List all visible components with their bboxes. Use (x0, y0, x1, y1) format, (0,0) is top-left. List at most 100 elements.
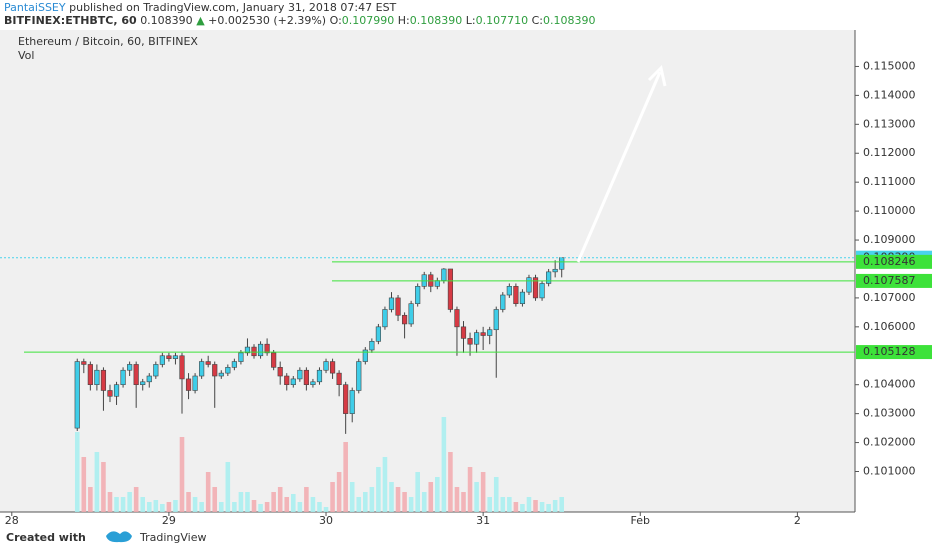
candle-body (225, 367, 231, 374)
candle-body (212, 364, 218, 377)
volume-bar (421, 492, 427, 512)
candle-body (415, 286, 421, 304)
volume-bar (81, 457, 87, 512)
candle-body (552, 268, 558, 273)
o-label: O: (330, 14, 342, 27)
volume-bar (218, 502, 224, 512)
volume-bar (251, 500, 257, 512)
candle-body (447, 268, 454, 310)
volume-bar (146, 502, 152, 512)
level-box (856, 273, 932, 288)
candle-body (238, 352, 244, 362)
volume-bar (271, 492, 276, 512)
candle-body (159, 355, 165, 365)
candle-body (153, 364, 159, 377)
candle-body (343, 384, 349, 414)
volume-bar (160, 504, 165, 512)
candle-body (500, 294, 506, 310)
candle-body (140, 381, 146, 386)
y-tick-label: 0.113000 (863, 117, 916, 130)
candle-body (120, 369, 126, 386)
volume-bar (317, 502, 322, 512)
volume-bar (513, 502, 519, 512)
candle-body (454, 309, 460, 328)
candle-body (467, 338, 473, 345)
candle-body (316, 369, 323, 383)
volume-bar (441, 417, 447, 512)
header-line-1: PantaiSSEY published on TradingView.com,… (4, 1, 397, 14)
h-label: H: (398, 14, 410, 27)
candle-body (172, 355, 179, 359)
x-tick-label: 28 (5, 514, 19, 527)
candle-body (388, 297, 395, 310)
open: 0.107990 (342, 14, 395, 27)
candle-body (546, 271, 552, 284)
candle-body (127, 364, 133, 371)
volume-bar (546, 504, 551, 512)
volume-bar (520, 504, 525, 512)
candle-body (284, 375, 290, 386)
volume-bar (389, 482, 394, 512)
volume-bar (127, 492, 132, 512)
author: PantaiSSEY (4, 1, 66, 14)
volume-bar (291, 494, 296, 512)
y-tick-label: 0.111000 (863, 175, 916, 188)
candle-body (277, 367, 283, 377)
volume-bar (212, 487, 218, 512)
candle-body (257, 343, 264, 357)
volume-bar (448, 452, 453, 512)
volume-bar (552, 500, 558, 512)
candle-body (395, 297, 401, 316)
high: 0.108390 (410, 14, 463, 27)
candle-body (251, 346, 257, 357)
volume-bar (120, 497, 126, 512)
volume-bar (539, 502, 545, 512)
volume-bar (173, 500, 178, 512)
volume-bar (323, 507, 329, 512)
candle-body (526, 277, 532, 293)
y-tick-label: 0.112000 (863, 146, 916, 159)
candle-body (362, 349, 368, 362)
volume-bar (559, 497, 564, 512)
candle-body (441, 268, 447, 281)
volume-bar (480, 472, 486, 512)
volume-bar (74, 432, 80, 512)
l-label: L: (466, 14, 476, 27)
candle-body (297, 369, 303, 380)
volume-bar (277, 487, 283, 512)
arrow (576, 65, 667, 263)
candle-body (356, 361, 362, 391)
volume-bar (343, 442, 348, 512)
y-tick-label: 0.107000 (863, 291, 916, 304)
volume-bar (225, 462, 231, 512)
header-line-2: BITFINEX:ETHBTC, 60 0.108390 ▲ +0.002530… (4, 14, 596, 27)
candle-body (179, 355, 185, 380)
volume-bar (474, 482, 479, 512)
candle-body (506, 286, 512, 296)
volume-bar (500, 497, 506, 512)
candle-body (290, 378, 296, 386)
last: 0.108390 (140, 14, 193, 27)
volume-bar (245, 492, 250, 512)
volume-bar (493, 477, 499, 512)
candle-body (244, 346, 251, 354)
level-box (856, 254, 932, 269)
x-tick-label: 30 (319, 514, 333, 527)
x-tick-label: 29 (162, 514, 176, 527)
y-tick-label: 0.115000 (863, 59, 916, 72)
candle-body (559, 257, 565, 270)
arrow-head (647, 65, 667, 87)
candle-body (382, 309, 388, 328)
volume-bar (284, 497, 290, 512)
candle-body (369, 341, 375, 351)
candle-body (310, 381, 316, 386)
volume-bar (232, 502, 237, 512)
volume-bar (205, 472, 211, 512)
x-tick-label: 31 (476, 514, 490, 527)
y-tick-label: 0.101000 (863, 464, 916, 477)
level-label: 0.108246 (863, 255, 916, 268)
volume-bar (408, 497, 414, 512)
y-tick-label: 0.104000 (863, 378, 916, 391)
volume-bar (369, 487, 375, 512)
